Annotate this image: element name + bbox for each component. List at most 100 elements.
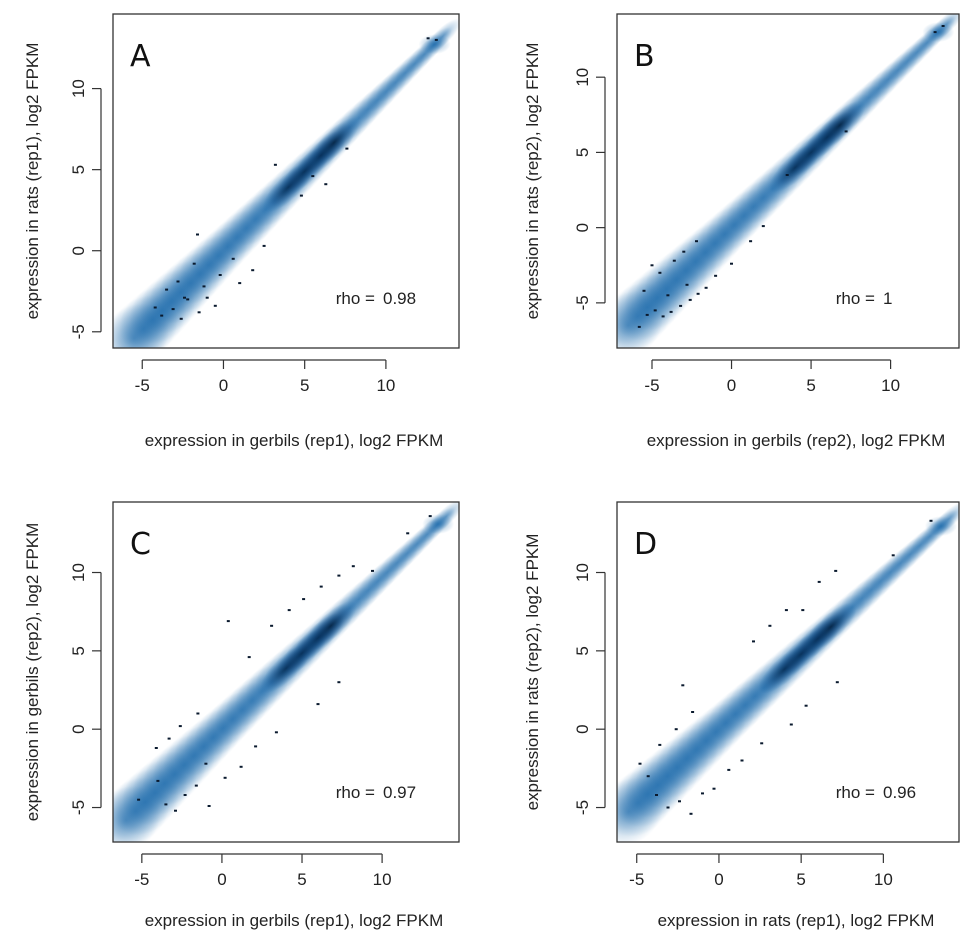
outlier-point	[789, 723, 793, 726]
density-cloud	[617, 502, 959, 842]
density-cloud	[113, 502, 459, 842]
x-tick-label: 0	[714, 870, 723, 889]
density-core	[804, 602, 858, 652]
panel-label: A	[130, 39, 151, 74]
outlier-point	[638, 762, 642, 765]
outlier-point	[183, 794, 187, 796]
outlier-point	[681, 684, 685, 687]
outlier-point	[761, 225, 765, 228]
outlier-point	[642, 289, 646, 292]
outlier-point	[231, 257, 235, 260]
x-tick-label: 5	[806, 376, 815, 395]
density-core	[813, 100, 866, 151]
outlier-point	[426, 37, 430, 40]
plot-frame	[616, 501, 960, 843]
panel-d: D -5 0 5 10 -5 0 5 10 expression in rats (rep1), …	[523, 501, 960, 930]
outlier-point	[669, 310, 673, 313]
y-tick-label: -5	[573, 295, 592, 310]
x-tick-label: 5	[796, 870, 805, 889]
outlier-point	[768, 624, 772, 627]
outlier-point	[688, 298, 692, 301]
x-tick-label: 10	[376, 376, 395, 395]
outlier-point	[658, 743, 662, 746]
rho-value: 0.97	[383, 783, 416, 802]
outlier-point	[817, 580, 821, 583]
outlier-point	[137, 798, 141, 801]
outlier-point	[311, 175, 315, 178]
outlier-point	[785, 174, 789, 176]
outlier-point	[891, 554, 895, 557]
outlier-point	[679, 304, 683, 307]
y-axis-title: expression in rats (rep1), log2 FPKM	[23, 43, 42, 320]
outlier-point	[238, 282, 242, 285]
x-tick-label: 0	[219, 376, 228, 395]
outlier-point	[941, 25, 945, 27]
outlier-point	[153, 306, 157, 309]
outlier-point	[801, 609, 805, 612]
outlier-point	[704, 286, 708, 289]
outlier-point	[933, 31, 937, 34]
outlier-point	[434, 38, 438, 41]
y-tick-label: 0	[69, 724, 88, 733]
outlier-point	[406, 532, 410, 535]
x-tick-label: 10	[874, 870, 893, 889]
outlier-point	[239, 765, 243, 768]
outlier-point	[251, 269, 255, 272]
rho-label: rho =	[336, 783, 375, 802]
outlier-point	[637, 325, 641, 328]
density-core	[304, 600, 357, 651]
outlier-point	[273, 163, 277, 166]
outlier-point	[672, 259, 676, 262]
panel-c: C -5 0 5 10 -5 0 5 10 expression in gerbils (rep1…	[23, 501, 460, 930]
x-tick-label: 0	[217, 870, 226, 889]
outlier-point	[804, 704, 808, 707]
y-tick-label: -5	[69, 324, 88, 339]
outlier-point	[165, 288, 169, 291]
outlier-point	[689, 812, 693, 815]
outlier-point	[226, 620, 230, 623]
outlier-point	[274, 731, 278, 734]
outlier-point	[844, 130, 848, 133]
y-tick-label: 10	[69, 79, 88, 98]
rho-label: rho =	[836, 783, 875, 802]
panel-label: C	[130, 527, 151, 562]
x-tick-label: 10	[373, 870, 392, 889]
outlier-point	[223, 776, 227, 779]
outlier-point	[174, 809, 177, 812]
outlier-point	[197, 311, 201, 314]
y-tick-label: 5	[573, 646, 592, 655]
outlier-point	[666, 294, 670, 297]
outlier-point	[204, 762, 208, 765]
outlier-point	[213, 304, 217, 307]
y-tick-label: -5	[573, 800, 592, 815]
outlier-point	[319, 585, 323, 588]
outlier-point	[740, 759, 744, 762]
y-tick-label: 5	[69, 646, 88, 655]
outlier-point	[655, 794, 658, 796]
x-tick-label: 10	[881, 376, 900, 395]
outlier-point	[835, 681, 839, 684]
outlier-point	[674, 728, 678, 731]
x-axis-title: expression in gerbils (rep1), log2 FPKM	[145, 911, 444, 930]
y-axis-title: expression in rats (rep2), log2 FPKM	[523, 43, 542, 320]
outlier-point	[196, 712, 200, 715]
outlier-point	[218, 274, 222, 276]
outlier-point	[695, 240, 698, 243]
y-tick-label: 0	[573, 223, 592, 232]
outlier-point	[661, 315, 665, 318]
x-axis-title: expression in gerbils (rep2), log2 FPKM	[647, 431, 946, 450]
rho-label: rho =	[336, 289, 375, 308]
outlier-point	[154, 747, 158, 749]
y-tick-label: 10	[573, 563, 592, 582]
outlier-point	[696, 292, 700, 295]
plot-frame	[112, 13, 460, 349]
outlier-point	[727, 768, 731, 771]
outlier-point	[196, 233, 199, 236]
outlier-point	[192, 262, 196, 265]
outlier-point	[262, 244, 266, 247]
rho-value: 0.96	[883, 783, 916, 802]
outlier-point	[752, 640, 755, 643]
density-tail	[922, 22, 955, 43]
x-tick-label: -5	[644, 376, 659, 395]
